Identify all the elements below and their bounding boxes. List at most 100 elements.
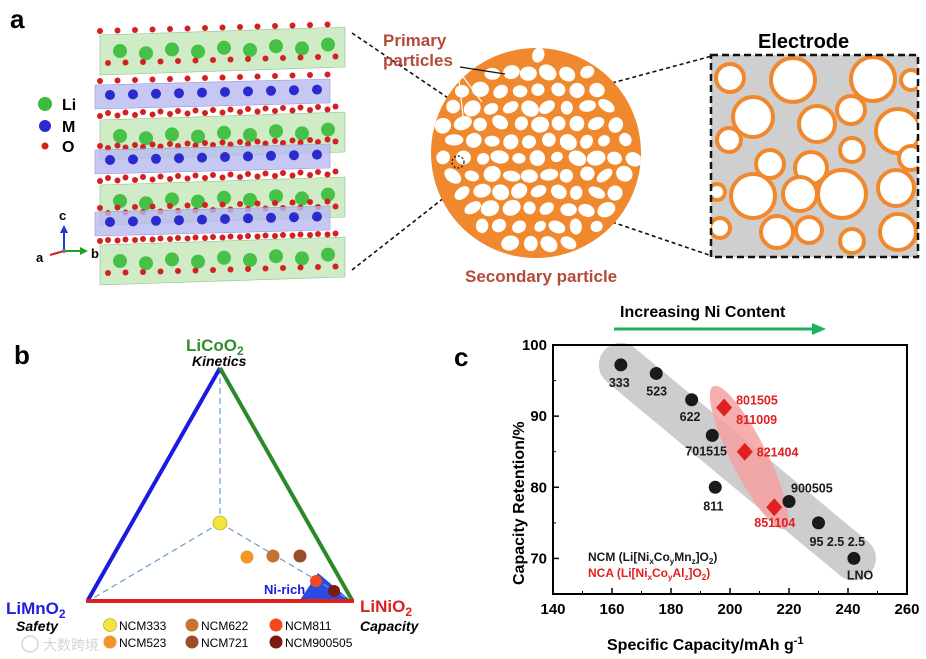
o-atom	[280, 105, 286, 111]
o-atom	[192, 107, 199, 114]
li-atom	[113, 129, 127, 143]
primary-particle	[597, 202, 616, 218]
o-atom	[289, 232, 296, 239]
m-atom	[243, 86, 253, 97]
o-atom	[202, 140, 208, 146]
x-axis-ticks: 140 160 180 200 220 240 260	[540, 588, 920, 618]
primary-particle	[569, 82, 585, 98]
axis-c-label: c	[59, 208, 66, 223]
li-atom	[191, 44, 205, 59]
o-atom	[272, 108, 278, 114]
nca-point-label: 851104	[754, 516, 795, 530]
electrode-particle	[711, 182, 727, 202]
secondary-particle-label: Secondary particle	[465, 267, 617, 286]
o-atom	[202, 110, 208, 116]
o-atom	[324, 198, 331, 205]
li-atom	[139, 131, 153, 146]
primary-particle	[453, 115, 472, 131]
o-atom	[297, 231, 304, 238]
primary-particle	[523, 235, 538, 252]
m-atom	[128, 154, 138, 165]
primary-particle	[512, 85, 528, 98]
o-atom	[105, 175, 111, 181]
primary-particle	[464, 201, 481, 215]
primary-pointer-1	[457, 69, 465, 126]
o-atom	[307, 172, 313, 178]
primary-pointer-2	[457, 69, 483, 103]
m-atom	[289, 150, 299, 161]
capacity-chart: 140 160 180 200 220 240 260 70 80 90 100 333 523 62…	[522, 337, 920, 618]
electrode-particle	[754, 148, 786, 180]
primary-particle	[538, 64, 557, 81]
o-atom	[324, 136, 331, 143]
ternary-diagram: Ni-rich	[86, 367, 354, 603]
o-atom	[315, 139, 321, 145]
nca-data-point	[766, 498, 783, 517]
primary-particle	[493, 84, 508, 99]
electrode-particle	[794, 215, 824, 245]
o-atom	[219, 109, 226, 116]
o-atom	[324, 71, 331, 78]
o-atom	[237, 74, 243, 80]
o-atom	[237, 174, 243, 180]
primary-particle	[530, 185, 547, 198]
x-tick-label: 140	[540, 601, 565, 618]
edge-co-mn	[86, 367, 222, 601]
primary-particle	[534, 220, 546, 232]
primary-particle	[588, 186, 606, 199]
legend-ncm622: NCM622	[201, 619, 249, 633]
m-atom	[289, 212, 299, 223]
o-atom	[97, 205, 103, 211]
primary-particle	[471, 81, 489, 97]
ncm-data-point	[782, 495, 796, 509]
o-atom	[237, 109, 243, 115]
primary-particle	[540, 236, 558, 253]
ncm-data-point	[685, 393, 699, 407]
o-atom	[202, 235, 208, 241]
o-atom	[262, 105, 269, 112]
li-atom	[243, 253, 257, 267]
o-atom	[149, 111, 156, 118]
li-atom	[321, 122, 335, 137]
o-atom	[315, 169, 321, 175]
y-tick-label: 70	[530, 550, 547, 567]
o-atom	[114, 177, 121, 184]
o-atom	[237, 234, 243, 240]
o-atom	[272, 233, 278, 239]
li-atom	[321, 187, 335, 202]
o-atom	[307, 107, 313, 113]
o-atom	[114, 77, 121, 84]
primary-particle	[608, 117, 624, 133]
ncm-legend: NCM (Li[NixCoyMnz]O2)	[588, 550, 717, 566]
m-atom	[128, 89, 138, 100]
m-atom	[266, 212, 276, 223]
li-atom	[269, 189, 283, 204]
primary-particle	[560, 100, 573, 115]
ni-content-arrowhead	[812, 323, 826, 335]
primary-particle	[590, 220, 603, 233]
ncm-point-label: 622	[680, 410, 701, 424]
o-atom	[105, 270, 111, 276]
m-atom	[197, 214, 207, 225]
o-atom	[167, 76, 173, 82]
li-atom	[217, 40, 231, 55]
o-atom	[332, 53, 339, 60]
li-atom	[165, 252, 179, 267]
o-atom	[210, 267, 216, 273]
o-atom	[237, 139, 243, 145]
o-atom	[245, 106, 251, 112]
li-atom	[191, 254, 205, 269]
o-atom	[175, 173, 181, 179]
o-atom	[315, 264, 321, 270]
o-atom	[227, 56, 234, 63]
ncm-point-label: 523	[646, 384, 667, 398]
ncm-data-point	[812, 516, 825, 530]
primary-particle	[531, 116, 550, 133]
legend-ncm811: NCM811	[285, 619, 332, 633]
legend-ncm900505: NCM900505	[285, 636, 353, 650]
panel-c-letter: c	[454, 342, 468, 372]
o-atom	[184, 25, 191, 32]
o-atom	[167, 26, 173, 32]
primary-particle	[523, 201, 536, 215]
li-atom	[139, 256, 153, 271]
